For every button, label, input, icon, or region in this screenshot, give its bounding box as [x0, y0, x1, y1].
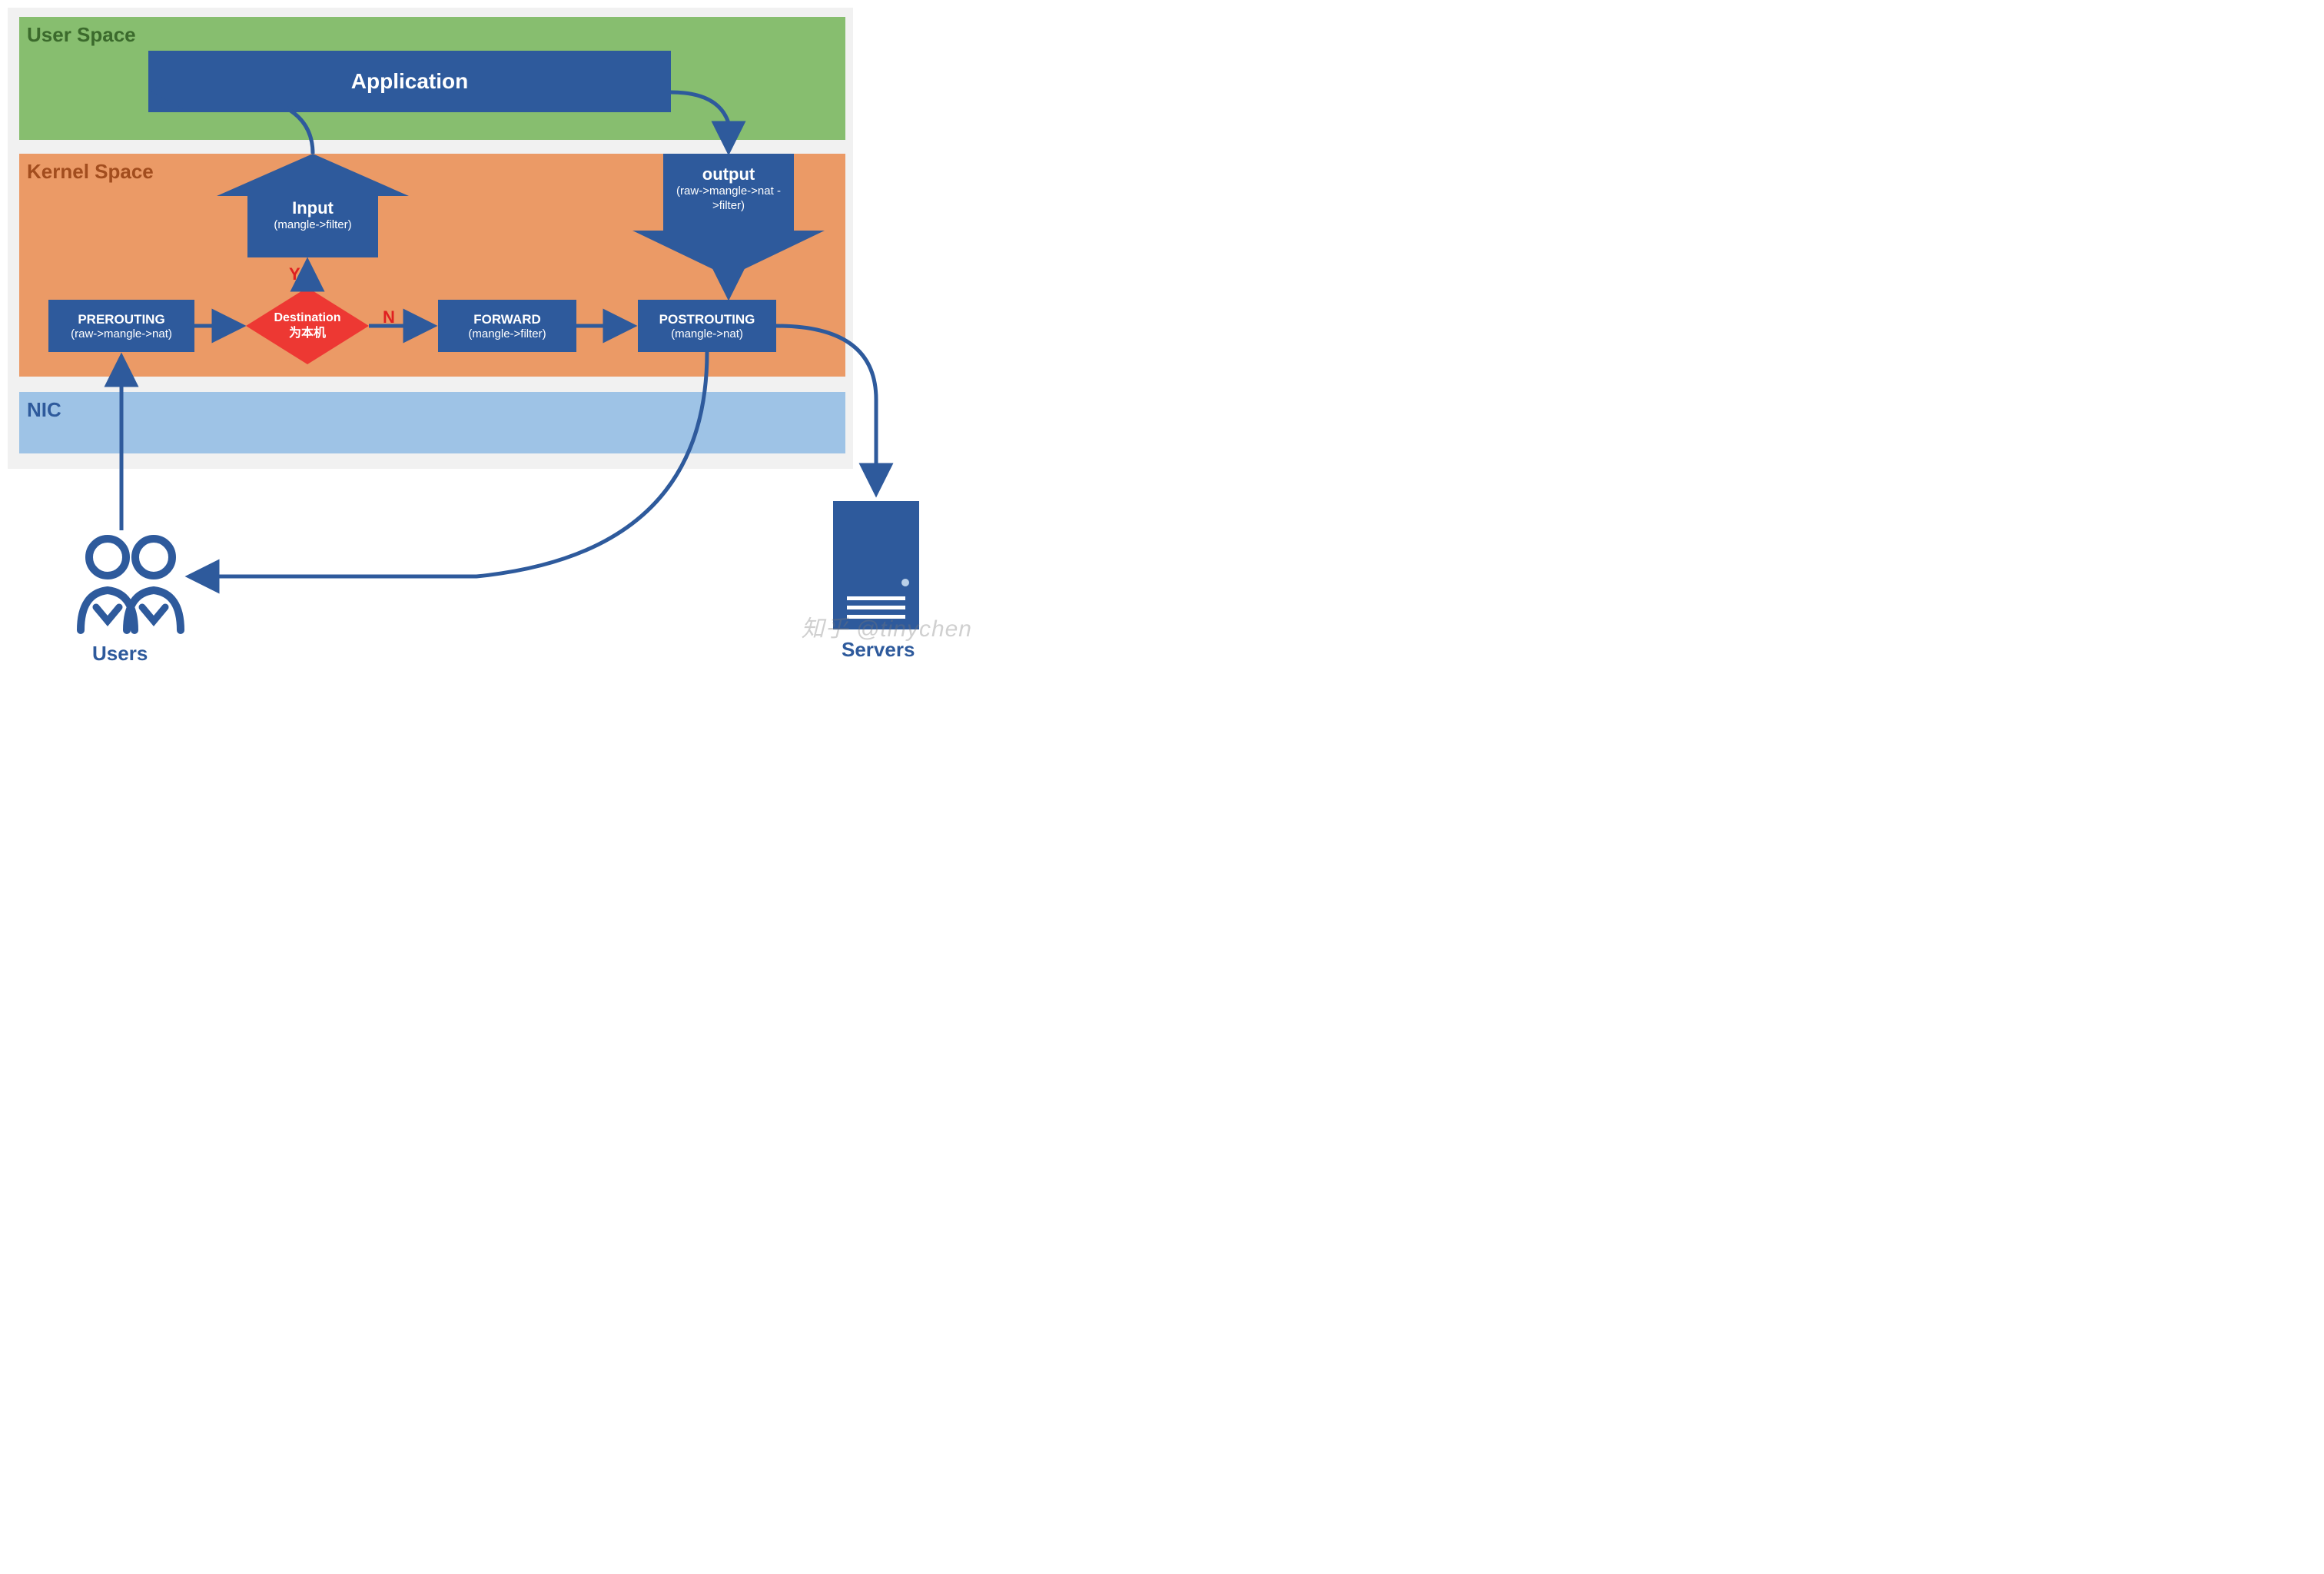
forward-title: FORWARD [473, 312, 541, 327]
output-sub: (raw->mangle->nat ->filter) [632, 184, 825, 214]
node-application: Application [148, 51, 671, 112]
zone-label-nic: NIC [19, 392, 845, 422]
decision-yes: Y [289, 264, 300, 284]
postrouting-sub: (mangle->nat) [671, 327, 743, 340]
node-output-arrow: output (raw->mangle->nat ->filter) [632, 154, 825, 277]
destination-sub: 为本机 [246, 326, 369, 341]
prerouting-title: PREROUTING [78, 312, 164, 327]
node-destination: Destination 为本机 [246, 287, 369, 364]
node-input-arrow: Input (mangle->filter) [217, 154, 409, 257]
zone-nic: NIC [19, 392, 845, 453]
diagram-canvas: User Space Kernel Space NIC Application … [0, 0, 984, 682]
users-icon [65, 530, 188, 638]
output-title: output [632, 164, 825, 184]
node-postrouting: POSTROUTING (mangle->nat) [638, 300, 776, 352]
postrouting-title: POSTROUTING [659, 312, 755, 327]
watermark: 知乎 @tinychen [801, 609, 972, 643]
node-forward: FORWARD (mangle->filter) [438, 300, 576, 352]
users-label: Users [92, 642, 148, 666]
destination-title: Destination [246, 310, 369, 326]
input-title: Input [217, 198, 409, 218]
zone-label-user-space: User Space [19, 17, 845, 47]
application-title: Application [351, 69, 468, 94]
input-sub: (mangle->filter) [217, 218, 409, 231]
node-prerouting: PREROUTING (raw->mangle->nat) [48, 300, 194, 352]
decision-no: N [383, 307, 395, 327]
prerouting-sub: (raw->mangle->nat) [71, 327, 172, 340]
forward-sub: (mangle->filter) [468, 327, 546, 340]
